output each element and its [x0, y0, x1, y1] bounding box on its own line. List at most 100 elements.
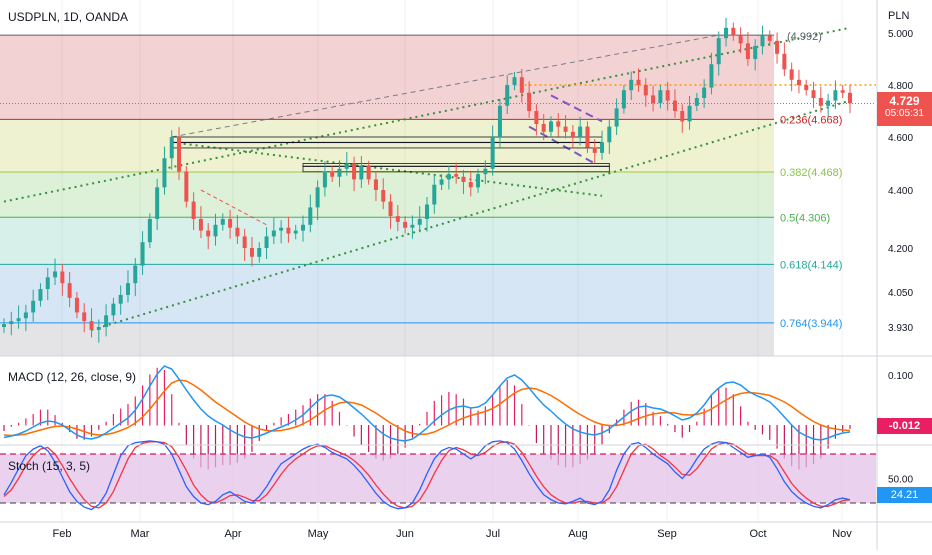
candle: [826, 100, 831, 106]
candle: [745, 43, 750, 59]
candle: [322, 171, 327, 188]
candle: [600, 142, 605, 153]
candle: [731, 27, 736, 36]
fibonacci-zones: [0, 34, 774, 356]
currency-label: PLN: [888, 10, 910, 22]
candle: [614, 108, 619, 127]
macd-tick-label: 0.100: [888, 371, 913, 382]
candle: [228, 219, 233, 228]
candle: [140, 242, 145, 266]
candle: [366, 166, 371, 180]
candle: [833, 90, 838, 101]
candle: [702, 87, 707, 98]
candle: [373, 179, 378, 190]
time-tick-label: Oct: [749, 528, 766, 540]
time-tick-label: Feb: [53, 528, 72, 540]
candle: [352, 163, 357, 180]
fib-zone: [0, 264, 774, 323]
candle: [264, 236, 269, 248]
candle: [767, 35, 772, 41]
candle: [585, 126, 590, 148]
candle: [45, 277, 50, 290]
candle: [2, 324, 6, 327]
candle: [301, 224, 306, 231]
candle: [548, 121, 553, 132]
candle: [410, 224, 415, 228]
candle: [242, 236, 247, 248]
macd-title[interactable]: MACD (12, 26, close, 9): [8, 370, 137, 384]
fib-label: 0.764(3.944): [780, 318, 842, 330]
stoch-tick-label: 50.00: [888, 475, 913, 486]
candle: [512, 77, 517, 85]
descending-trendline: [171, 141, 603, 197]
price-tick-label: 4.050: [888, 288, 913, 299]
candle: [184, 171, 189, 202]
stoch-k-line: [3, 440, 851, 511]
candle: [490, 137, 495, 169]
macd-line: [3, 365, 851, 442]
stoch-d-line: [3, 441, 851, 509]
fibonacci-labels: (4.992) 0.236(4.668) 0.382(4.468) 0.5(4.306…: [780, 31, 842, 330]
candle: [308, 207, 313, 225]
pullback-line: [200, 189, 267, 226]
candle: [636, 79, 641, 85]
channel-lower-line: [91, 99, 851, 331]
candle: [534, 111, 539, 124]
fib-zone: [0, 35, 774, 120]
candle: [162, 158, 167, 188]
grid: [61, 0, 843, 522]
candle: [74, 297, 79, 313]
price-tick-label: 4.800: [888, 81, 913, 92]
candle: [38, 289, 43, 301]
fib-zone: [0, 119, 774, 172]
time-tick-label: Mar: [131, 528, 150, 540]
candle: [337, 168, 342, 177]
candle: [541, 124, 546, 132]
candle: [16, 318, 21, 322]
price-axis[interactable]: 5.000 4.800 4.600 4.400 4.200 4.050 3.930: [888, 29, 913, 334]
price-tick-label: 4.600: [888, 133, 913, 144]
time-tick-label: Jun: [396, 528, 414, 540]
candle: [454, 174, 459, 177]
time-axis[interactable]: Feb Mar Apr May Jun Jul Aug Sep Oct Nov: [53, 528, 853, 540]
candle: [658, 90, 663, 104]
candle: [191, 201, 196, 219]
candle: [709, 64, 714, 88]
stoch-pane: 50.00: [0, 440, 913, 511]
candle: [220, 219, 225, 225]
symbol-title[interactable]: USDPLN, 1D, OANDA: [8, 10, 129, 24]
candle: [169, 137, 174, 159]
candle: [738, 35, 743, 44]
candle: [82, 312, 87, 322]
fib-label: 0.5(4.306): [780, 212, 830, 224]
candle: [249, 248, 254, 257]
candle: [257, 248, 262, 257]
candle: [665, 90, 670, 101]
countdown-timer: 05:05:31: [885, 108, 924, 119]
candle: [563, 126, 568, 132]
candle: [315, 187, 320, 208]
candle: [67, 283, 72, 298]
candle: [439, 179, 444, 185]
candle: [687, 105, 692, 122]
candle: [497, 105, 502, 137]
time-tick-label: Sep: [657, 528, 677, 540]
fib-zone-bottom: [0, 322, 774, 356]
candle: [133, 265, 138, 284]
fib-label: 0.382(4.468): [780, 167, 842, 179]
candle: [425, 204, 429, 219]
candle: [621, 90, 626, 109]
candle: [527, 92, 532, 111]
candle: [796, 79, 801, 85]
candle: [578, 126, 583, 137]
pitchfork-line: [171, 34, 719, 138]
last-price-badge: 4.729 05:05:31: [877, 92, 932, 126]
candle: [446, 174, 451, 180]
candle: [359, 166, 364, 180]
last-price-value: 4.729: [889, 94, 920, 108]
candle: [206, 230, 211, 237]
stoch-title[interactable]: Stoch (15, 3, 5): [8, 459, 91, 473]
candle: [789, 69, 794, 80]
